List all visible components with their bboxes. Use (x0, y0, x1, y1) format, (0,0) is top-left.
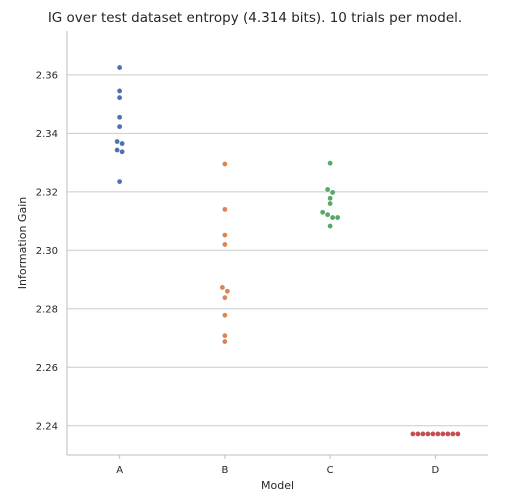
y-tick-label: 2.32 (36, 187, 58, 198)
x-axis-ticks: A B C D (116, 455, 440, 476)
y-tick-label: 2.34 (36, 129, 58, 140)
data-point-c (327, 160, 333, 166)
data-point-d (445, 431, 451, 437)
data-point-c (320, 209, 326, 215)
data-point-b (222, 333, 228, 339)
x-tick-label: C (327, 465, 334, 476)
data-point-b (222, 339, 228, 344)
data-point-d (430, 431, 436, 437)
data-point-c (335, 215, 341, 220)
x-tick-label: A (116, 465, 123, 476)
data-point-b (219, 285, 225, 290)
data-point-a (119, 141, 125, 146)
data-point-c (325, 212, 331, 218)
data-point-b (222, 232, 228, 238)
y-tick-label: 2.36 (36, 70, 58, 81)
data-point-a (114, 139, 120, 144)
chart-title: IG over test dataset entropy (4.314 bits… (48, 10, 462, 26)
x-axis-label: Model (261, 479, 294, 492)
data-points (114, 65, 461, 437)
data-point-c (325, 187, 331, 192)
y-tick-label: 2.26 (36, 363, 58, 374)
data-point-b (222, 206, 228, 212)
data-point-a (117, 95, 123, 101)
data-point-a (117, 88, 123, 94)
data-point-a (117, 124, 123, 130)
gridlines (67, 74, 488, 427)
data-point-c (327, 223, 333, 229)
data-point-d (450, 431, 456, 437)
data-point-a (117, 114, 123, 120)
data-point-a (117, 65, 123, 70)
y-tick-label: 2.30 (36, 246, 58, 257)
y-tick-label: 2.28 (36, 304, 58, 315)
data-point-c (327, 195, 333, 201)
data-point-d (415, 431, 421, 437)
y-axis-label: Information Gain (16, 197, 29, 289)
data-point-d (410, 431, 416, 437)
data-point-c (327, 201, 333, 206)
data-point-b (222, 242, 228, 247)
data-point-b (224, 288, 230, 294)
x-tick-label: D (432, 465, 440, 476)
data-point-b (222, 295, 228, 301)
data-point-d (455, 431, 461, 437)
y-tick-label: 2.24 (36, 421, 58, 432)
data-point-a (119, 149, 125, 155)
data-point-d (435, 431, 441, 437)
data-point-b (222, 312, 228, 318)
y-axis-ticks: 2.24 2.26 2.28 2.30 2.32 2.34 2.36 (36, 70, 58, 432)
data-point-a (114, 147, 120, 153)
data-point-c (330, 215, 336, 220)
data-point-b (222, 161, 228, 167)
data-point-d (425, 431, 431, 437)
data-point-a (117, 179, 123, 184)
data-point-c (330, 190, 336, 195)
data-point-d (420, 431, 426, 437)
x-tick-label: B (221, 465, 228, 476)
axes-spines (66, 31, 488, 456)
data-point-d (440, 431, 446, 437)
